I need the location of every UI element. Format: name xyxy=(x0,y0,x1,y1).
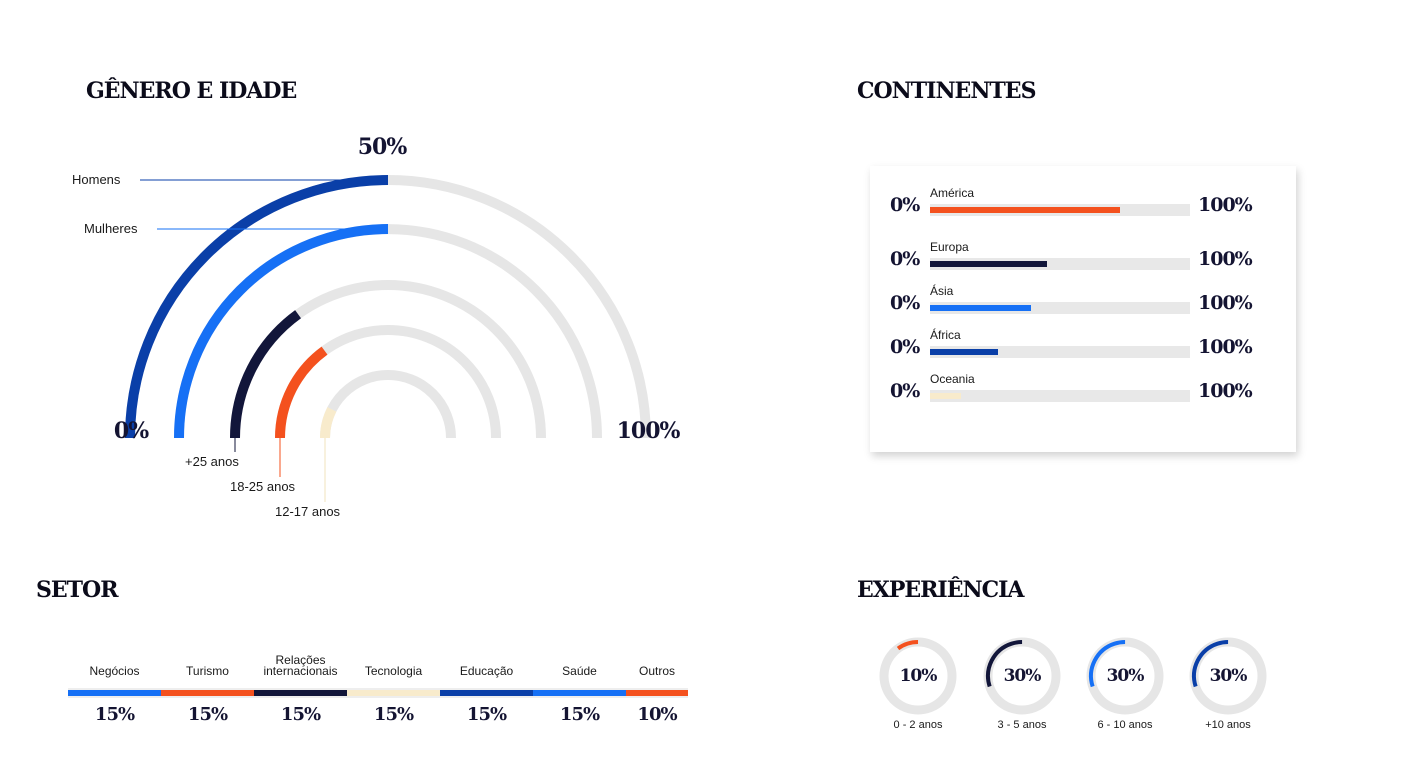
setor-segment-tecnologia: Tecnologia 15% xyxy=(347,650,440,730)
continent-label: Oceania xyxy=(930,372,975,386)
experiencia-value: 30% xyxy=(1209,666,1248,686)
setor-value: 15% xyxy=(373,704,414,725)
setor-bar-negocios xyxy=(68,690,161,696)
continent-label: América xyxy=(930,186,975,200)
continent-max-label: 100% xyxy=(1198,292,1253,314)
experiencia-label: 3 - 5 anos xyxy=(997,719,1047,731)
setor-bar-turismo xyxy=(161,690,254,696)
setor-segment-turismo: Turismo 15% xyxy=(161,650,254,730)
setor-segment-educacao: Educação 15% xyxy=(440,650,533,730)
experiencia-ring-value xyxy=(882,640,954,712)
setor-value: 15% xyxy=(94,704,135,725)
continent-bar-asia xyxy=(930,305,1032,311)
continent-label: África xyxy=(930,328,961,342)
experiencia-item-3-5-anos: 30% 3 - 5 anos xyxy=(972,636,1072,736)
radial-bar-18-25-anos xyxy=(275,346,328,439)
continent-bar-oceania xyxy=(930,393,962,399)
continent-row-asia: 0% Ásia 100% xyxy=(870,284,1296,318)
radial-track-18-25-anos xyxy=(275,325,501,439)
setor-segment-relacoes-internacionais: Relações internacionais 15% xyxy=(254,650,347,730)
radial-label-12-17-anos: 12-17 anos xyxy=(275,504,341,519)
experiencia-label: +10 anos xyxy=(1205,719,1251,731)
setor-label: Outros xyxy=(638,664,675,678)
setor-bar-educacao xyxy=(440,690,533,696)
setor-label: Negócios xyxy=(89,664,140,678)
experiencia-label: 0 - 2 anos xyxy=(893,719,943,731)
continent-track xyxy=(930,258,1190,270)
experiencia-item-0-2-anos: 10% 0 - 2 anos xyxy=(868,636,968,736)
continent-row-africa: 0% África 100% xyxy=(870,328,1296,362)
radial-track-homens xyxy=(125,175,651,439)
genero-mid-label: 50% xyxy=(358,134,408,160)
continent-track xyxy=(930,346,1190,358)
continent-max-label: 100% xyxy=(1198,248,1253,270)
setor-label: Turismo xyxy=(186,664,229,678)
continent-track xyxy=(930,390,1190,402)
experiencia-item-10-anos: 30% +10 anos xyxy=(1178,636,1278,736)
experiencia-ring xyxy=(1189,637,1267,715)
setor-bar-saude xyxy=(533,690,626,696)
setor-label: Relações internacionais xyxy=(263,653,338,678)
continentes-card: 0% América 100% 0% Europa 100% 0% Ásia 100% 0% Áfr… xyxy=(870,166,1296,452)
continentes-title: CONTINENTES xyxy=(857,78,1036,104)
setor-label: Tecnologia xyxy=(364,664,423,678)
experiencia-ring xyxy=(879,637,957,715)
genero-min-label: 0% xyxy=(114,418,149,444)
experiencia-ring xyxy=(983,637,1061,715)
continent-min-label: 0% xyxy=(890,248,920,270)
setor-value: 15% xyxy=(559,704,600,725)
setor-bar-relacoes-internacionais xyxy=(254,690,347,696)
setor-chart: Negócios 15% Turismo 15% Relações internacio… xyxy=(68,650,688,730)
continent-label: Europa xyxy=(930,240,969,254)
setor-segment-negocios: Negócios 15% xyxy=(68,650,161,730)
radial-label-18-25-anos: 18-25 anos xyxy=(230,479,296,494)
experiencia-value: 30% xyxy=(1003,666,1042,686)
setor-value: 10% xyxy=(637,704,677,725)
continent-label: Ásia xyxy=(930,284,954,298)
radial-label-homens: Homens xyxy=(72,172,121,187)
setor-bar-outros xyxy=(626,690,688,696)
experiencia-value: 30% xyxy=(1106,666,1145,686)
continent-track xyxy=(930,204,1190,216)
radial-track-12-17-anos xyxy=(320,370,456,439)
continent-bar-europa xyxy=(930,261,1047,267)
radial-bar-homens xyxy=(125,175,389,439)
continent-max-label: 100% xyxy=(1198,380,1253,402)
genero-radial-chart: Homens Mulheres +25 anos 18-25 anos 12-17 an… xyxy=(72,134,682,519)
continent-row-oceania: 0% Oceania 100% xyxy=(870,372,1296,406)
setor-value: 15% xyxy=(187,704,228,725)
experiencia-ring xyxy=(1086,637,1164,715)
continent-row-europa: 0% Europa 100% xyxy=(870,240,1296,274)
continent-min-label: 0% xyxy=(890,380,920,402)
setor-title: SETOR xyxy=(36,577,118,603)
setor-bar-tecnologia xyxy=(347,690,440,696)
radial-label-mulheres: Mulheres xyxy=(84,221,138,236)
experiencia-label: 6 - 10 anos xyxy=(1097,719,1153,731)
experiencia-item-6-10-anos: 30% 6 - 10 anos xyxy=(1075,636,1175,736)
radial-bar-12-17-anos xyxy=(320,407,337,439)
setor-value: 15% xyxy=(466,704,507,725)
setor-segment-outros: Outros 10% xyxy=(626,650,688,730)
genero-title: GÊNERO E IDADE xyxy=(86,78,297,104)
continent-min-label: 0% xyxy=(890,336,920,358)
setor-value: 15% xyxy=(280,704,321,725)
continent-min-label: 0% xyxy=(890,292,920,314)
radial-bar-25-anos xyxy=(230,310,302,439)
continent-max-label: 100% xyxy=(1198,194,1253,216)
setor-segment-saude: Saúde 15% xyxy=(533,650,626,730)
genero-max-label: 100% xyxy=(617,418,681,444)
radial-bar-mulheres xyxy=(174,224,389,439)
continent-bar-africa xyxy=(930,349,998,355)
continent-min-label: 0% xyxy=(890,194,920,216)
continent-track xyxy=(930,302,1190,314)
radial-label-25-anos: +25 anos xyxy=(185,454,239,469)
continent-row-america: 0% América 100% xyxy=(870,186,1296,220)
experiencia-title: EXPERIÊNCIA xyxy=(857,577,1024,603)
continent-max-label: 100% xyxy=(1198,336,1253,358)
setor-label: Educação xyxy=(459,664,514,678)
experiencia-value: 10% xyxy=(899,666,938,686)
continent-bar-america xyxy=(930,207,1120,213)
setor-label: Saúde xyxy=(562,664,597,678)
